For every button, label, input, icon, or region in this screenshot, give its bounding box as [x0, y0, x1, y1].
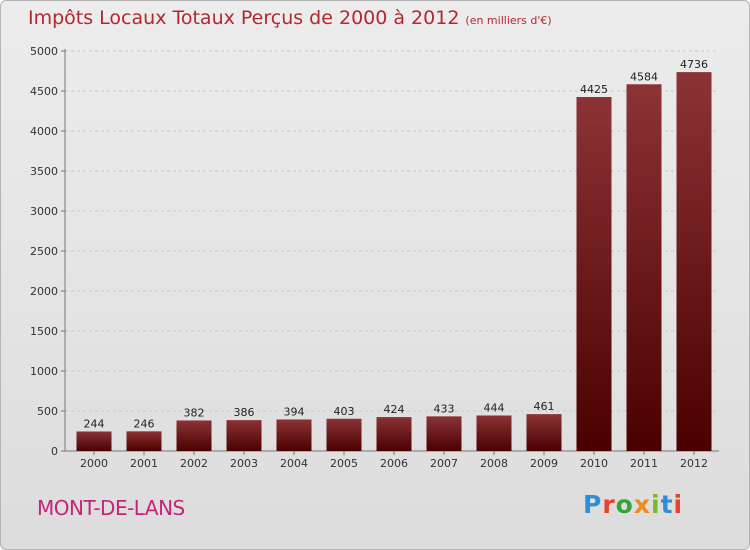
- logo-letter: x: [633, 490, 651, 519]
- bar: [676, 72, 712, 452]
- x-tick-label: 2012: [680, 457, 708, 470]
- bar: [226, 420, 262, 451]
- x-tick-label: 2002: [180, 457, 208, 470]
- bar-value-label: 394: [284, 405, 305, 418]
- logo-letter: P: [583, 490, 603, 519]
- bar-value-label: 382: [184, 406, 205, 419]
- logo-letter: r: [602, 490, 616, 519]
- axes: [61, 49, 719, 455]
- x-tick-label: 2008: [480, 457, 508, 470]
- x-tick-label: 2005: [330, 457, 358, 470]
- bar: [276, 419, 312, 451]
- bar: [476, 415, 512, 451]
- y-tick-label: 4000: [30, 125, 58, 138]
- logo-letter: t: [660, 490, 674, 519]
- bar: [526, 414, 562, 451]
- y-tick-label: 2000: [30, 285, 58, 298]
- bar: [626, 84, 662, 451]
- y-tick-label: 3000: [30, 205, 58, 218]
- bar-value-label: 433: [434, 402, 455, 415]
- bar-value-label: 4425: [580, 83, 608, 96]
- x-tick-label: 2000: [80, 457, 108, 470]
- y-tick-label: 0: [51, 445, 58, 458]
- bar: [376, 417, 412, 451]
- x-tick-label: 2006: [380, 457, 408, 470]
- bar-value-label: 424: [384, 403, 405, 416]
- bar-value-label: 386: [234, 406, 255, 419]
- chart-title-text: Impôts Locaux Totaux Perçus de 2000 à 20…: [28, 7, 460, 29]
- bar: [176, 420, 212, 451]
- y-tick-label: 1000: [30, 365, 58, 378]
- x-tick-label: 2003: [230, 457, 258, 470]
- x-tick-label: 2011: [630, 457, 658, 470]
- y-tick-label: 1500: [30, 325, 58, 338]
- bar-value-label: 246: [134, 417, 155, 430]
- logo-letter: o: [615, 490, 634, 519]
- bar-value-label: 244: [84, 417, 105, 430]
- bar: [426, 416, 462, 451]
- y-tick-label: 2500: [30, 245, 58, 258]
- bar: [126, 431, 162, 451]
- y-tick-label: 4500: [30, 85, 58, 98]
- x-tick-label: 2001: [130, 457, 158, 470]
- bar: [326, 418, 362, 451]
- grid-lines: [65, 50, 719, 412]
- x-tick-label: 2007: [430, 457, 458, 470]
- chart-title: Impôts Locaux Totaux Perçus de 2000 à 20…: [28, 7, 552, 29]
- bar: [76, 431, 112, 451]
- labels: 0 500 1000 1500 2000 2500 3000 3500 4000 4500 5000…: [30, 45, 708, 470]
- bar-value-label: 4736: [680, 58, 708, 71]
- bar-value-label: 444: [484, 401, 505, 414]
- bars: [76, 72, 712, 452]
- x-tick-label: 2010: [580, 457, 608, 470]
- x-tick-label: 2009: [530, 457, 558, 470]
- bar-value-label: 403: [334, 405, 355, 418]
- bar: [576, 97, 612, 451]
- logo-letter: i: [673, 490, 684, 519]
- location-name: MONT-DE-LANS: [37, 496, 185, 520]
- chart-unit-label: (en milliers d'€): [465, 14, 552, 27]
- proxiti-logo: Proxiti: [583, 490, 683, 519]
- bar-value-label: 461: [534, 400, 555, 413]
- logo-letter: i: [651, 490, 661, 519]
- y-tick-label: 3500: [30, 165, 58, 178]
- y-tick-label: 500: [37, 405, 58, 418]
- bar-value-label: 4584: [630, 70, 658, 83]
- y-tick-label: 5000: [30, 45, 58, 58]
- x-tick-label: 2004: [280, 457, 308, 470]
